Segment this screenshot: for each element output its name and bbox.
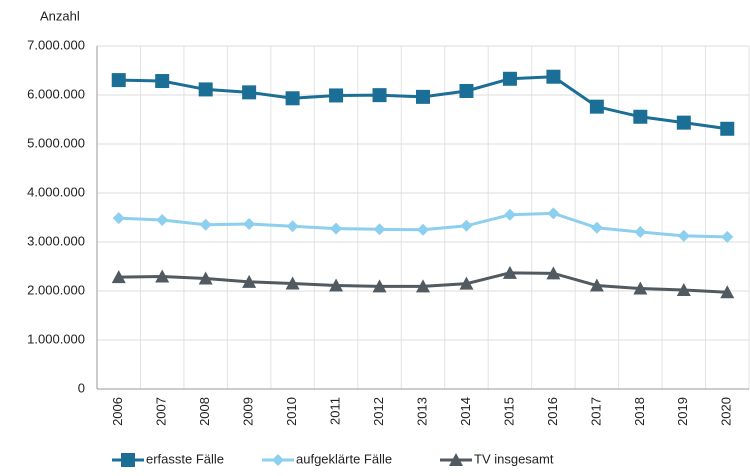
y-tick-label: 7.000.000 [27, 37, 85, 52]
data-point [111, 73, 126, 88]
x-tick-label: 2006 [110, 397, 125, 426]
x-tick-label: 2016 [545, 397, 560, 426]
x-tick-label: 2007 [154, 397, 169, 426]
data-point [634, 226, 647, 239]
y-tick-label: 6.000.000 [27, 86, 85, 101]
data-point [677, 229, 690, 242]
data-point [112, 212, 125, 225]
data-point [720, 121, 735, 136]
data-point [330, 222, 343, 235]
x-tick-label: 2009 [241, 397, 256, 426]
data-point [589, 278, 604, 292]
y-tick-label: 1.000.000 [27, 331, 85, 346]
data-point [676, 115, 691, 130]
x-tick-label: 2015 [501, 397, 516, 426]
data-point [243, 217, 256, 230]
data-point [721, 230, 734, 243]
y-tick-label: 3.000.000 [27, 233, 85, 248]
data-point [416, 89, 430, 104]
data-point [198, 82, 213, 97]
data-point [633, 109, 648, 124]
y-tick-label: 0 [78, 380, 85, 395]
legend-label: aufgeklärte Fälle [296, 451, 392, 466]
data-point [372, 279, 387, 293]
y-axis-label: Anzahl [40, 8, 80, 23]
legend-label: TV insgesamt [474, 451, 554, 466]
data-point [590, 221, 603, 234]
data-point [198, 271, 213, 285]
data-point [547, 207, 560, 220]
legend-marker [121, 453, 135, 467]
x-tick-label: 2020 [719, 397, 734, 426]
data-point [502, 71, 517, 86]
y-tick-label: 2.000.000 [27, 282, 85, 297]
x-tick-label: 2010 [284, 397, 299, 426]
data-point [416, 279, 430, 293]
data-point [459, 276, 474, 290]
legend-marker [272, 454, 284, 466]
x-tick-label: 2019 [675, 397, 690, 426]
data-point [372, 88, 387, 103]
y-tick-label: 5.000.000 [27, 135, 85, 150]
x-tick-label: 2014 [458, 397, 473, 426]
data-point [285, 276, 300, 290]
x-tick-label: 2012 [371, 397, 386, 426]
data-point [285, 91, 300, 106]
data-point [242, 274, 257, 288]
data-point [589, 99, 604, 114]
data-point [155, 74, 170, 89]
x-tick-label: 2011 [328, 397, 343, 425]
data-point [329, 88, 344, 103]
data-point [329, 278, 344, 292]
data-point [503, 208, 516, 221]
data-point [676, 283, 691, 297]
data-point [417, 223, 429, 236]
data-point [546, 69, 561, 84]
x-tick-label: 2017 [588, 397, 603, 426]
data-point [155, 269, 170, 283]
x-tick-label: 2018 [632, 397, 647, 426]
data-point [460, 219, 473, 232]
data-point [373, 223, 386, 236]
legend-label: erfasste Fälle [146, 451, 224, 466]
data-point [156, 213, 169, 226]
data-point [199, 218, 212, 231]
legend-marker [449, 453, 463, 466]
data-point [502, 265, 517, 279]
x-tick-label: 2008 [197, 397, 212, 426]
y-tick-label: 4.000.000 [27, 184, 85, 199]
data-point [242, 85, 257, 100]
data-point [459, 83, 474, 98]
data-point [286, 220, 299, 233]
data-point [546, 266, 561, 280]
data-point [720, 285, 735, 299]
data-point [633, 281, 648, 295]
data-point [111, 270, 126, 284]
x-tick-label: 2013 [414, 397, 429, 426]
